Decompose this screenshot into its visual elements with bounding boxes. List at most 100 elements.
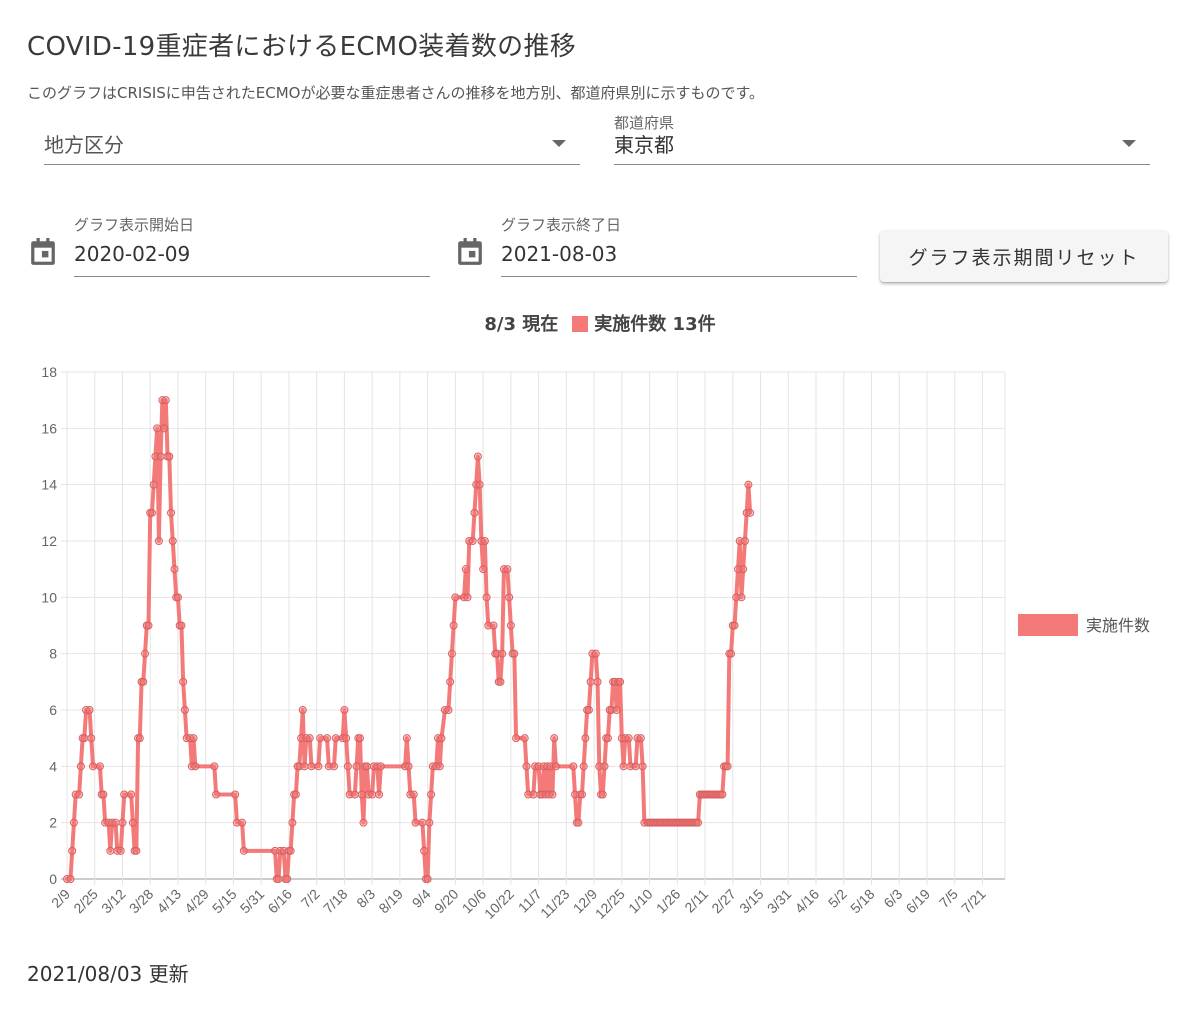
page-title: COVID-19重症者におけるECMO装着数の推移 (27, 32, 577, 62)
data-point (506, 621, 515, 630)
y-tick-label: 6 (49, 702, 57, 718)
data-point (106, 846, 115, 855)
data-point (111, 818, 120, 827)
calendar-icon[interactable] (457, 238, 483, 266)
data-point (291, 790, 300, 799)
data-point (480, 537, 489, 545)
x-tick-label: 7/5 (936, 886, 961, 911)
x-tick-label: 2/9 (48, 886, 73, 911)
data-point (161, 396, 170, 405)
start-date-field[interactable]: グラフ表示開始日 2020-02-09 (74, 214, 430, 277)
data-point (446, 677, 455, 686)
data-point (89, 762, 98, 771)
x-tick-label: 4/13 (154, 886, 185, 917)
x-tick-label: 7/18 (320, 886, 351, 917)
data-point (75, 790, 84, 799)
prefecture-select-label: 都道府県 (614, 114, 675, 132)
end-date-value: 2021-08-03 (501, 242, 618, 266)
data-point (498, 649, 507, 658)
data-point (68, 846, 77, 855)
data-point (581, 734, 590, 743)
y-tick-label: 0 (49, 871, 57, 887)
data-point (694, 818, 703, 827)
x-tick-label: 12/25 (592, 886, 628, 922)
data-point (593, 677, 602, 686)
reset-period-button[interactable]: グラフ表示期間リセット (880, 230, 1168, 282)
x-tick-label: 3/31 (764, 886, 795, 917)
data-point (69, 818, 78, 827)
data-point (139, 677, 148, 686)
updated-date: 2021/08/03 更新 (27, 962, 189, 986)
data-point (95, 762, 104, 771)
prefecture-select-value: 東京都 (614, 133, 674, 157)
prefecture-select[interactable]: 都道府県 東京都 (614, 114, 1150, 165)
data-point (461, 565, 470, 574)
data-point (427, 790, 436, 799)
data-point (85, 706, 94, 714)
data-point (475, 480, 484, 489)
data-point (598, 790, 607, 799)
summary-swatch (572, 316, 589, 332)
calendar-icon[interactable] (30, 238, 56, 266)
data-point (520, 734, 529, 743)
data-point (147, 508, 156, 517)
data-point (603, 734, 612, 743)
data-point (616, 677, 625, 686)
data-point (470, 508, 479, 517)
data-point (503, 565, 512, 574)
data-point (600, 762, 609, 771)
data-point (727, 649, 736, 658)
data-point (340, 706, 349, 714)
data-point (402, 734, 411, 743)
data-point (550, 734, 559, 743)
data-point (739, 565, 748, 574)
data-point (718, 790, 727, 799)
data-point (376, 762, 385, 771)
x-tick-label: 3/15 (736, 886, 767, 917)
data-point (141, 649, 150, 658)
x-tick-label: 5/18 (847, 886, 878, 917)
end-date-field[interactable]: グラフ表示終了日 2021-08-03 (501, 214, 857, 277)
data-point (496, 677, 505, 686)
data-point (316, 734, 325, 743)
data-point (512, 734, 521, 743)
start-date-value: 2020-02-09 (74, 242, 191, 266)
x-tick-label: 4/29 (181, 886, 212, 917)
data-point (118, 818, 127, 827)
data-point (177, 621, 186, 630)
data-point (746, 508, 755, 517)
data-point (173, 593, 182, 602)
data-point (132, 846, 141, 855)
data-point (283, 875, 292, 883)
data-point (80, 734, 89, 743)
x-tick-label: 9/20 (431, 886, 462, 917)
data-point (730, 621, 739, 630)
data-point (165, 452, 174, 461)
data-point (612, 706, 621, 714)
data-point (418, 818, 427, 827)
data-point (522, 762, 531, 771)
data-point (638, 762, 647, 771)
region-chevron-down-icon (552, 140, 566, 147)
data-point (631, 762, 640, 771)
data-point (127, 790, 136, 799)
data-point (449, 621, 458, 630)
data-point (569, 762, 578, 771)
data-point (591, 649, 600, 658)
data-point (298, 706, 307, 714)
region-select[interactable]: 地方区分 (44, 116, 580, 165)
data-point (168, 537, 177, 545)
data-point (307, 762, 316, 771)
series-line (65, 398, 753, 881)
data-point (551, 762, 560, 771)
chart-summary: 8/3 現在 実施件数 13件 (0, 310, 1200, 336)
data-point (331, 734, 340, 743)
x-tick-label: 6/3 (880, 886, 905, 911)
data-point (212, 790, 221, 799)
y-tick-label: 18 (41, 364, 57, 380)
data-point (76, 762, 85, 771)
data-point (239, 846, 248, 855)
data-point (179, 677, 188, 686)
x-tick-label: 5/2 (825, 886, 850, 911)
x-tick-label: 8/3 (353, 886, 378, 911)
